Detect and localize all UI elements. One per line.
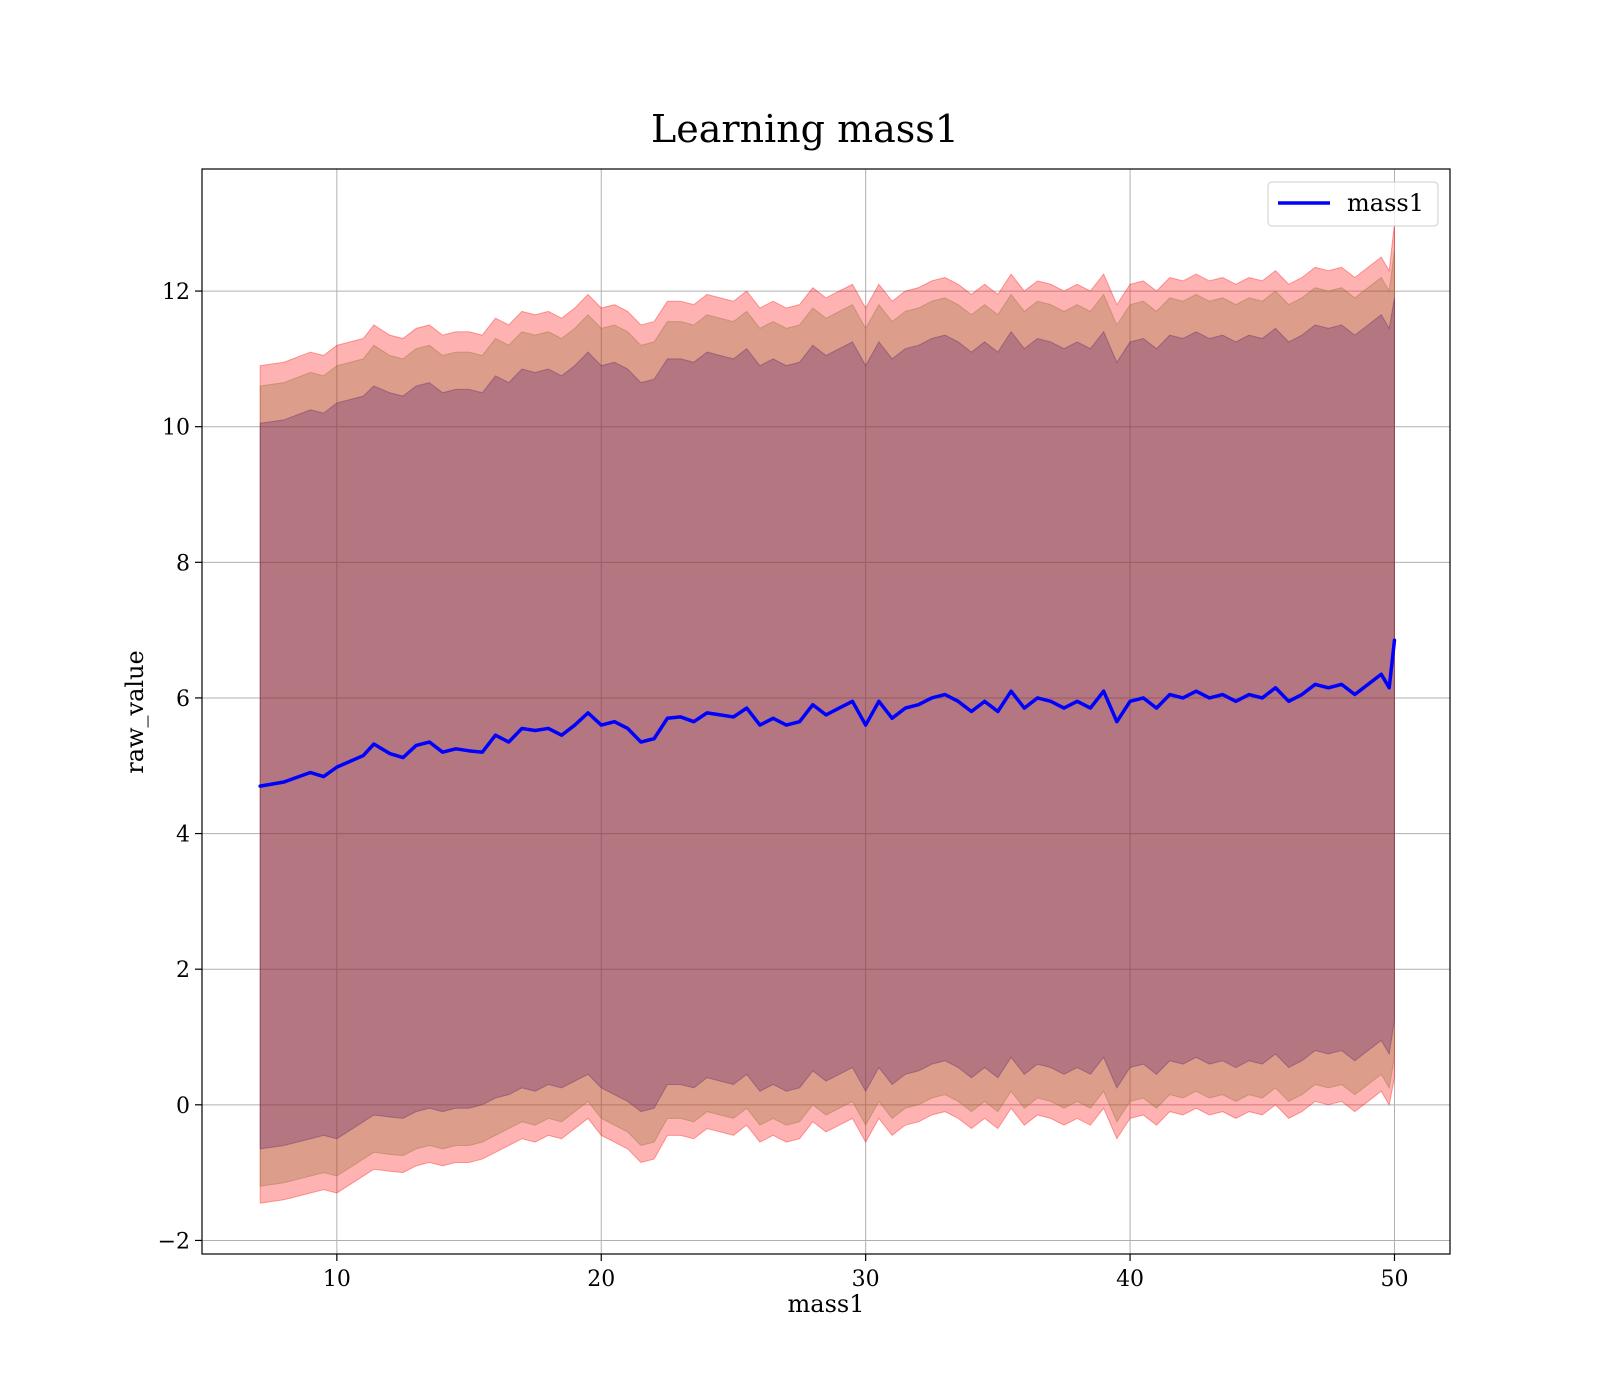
y-tick-label: 4 <box>176 823 190 848</box>
y-tick-label: 10 <box>162 416 190 441</box>
y-tick-label: 12 <box>162 280 190 305</box>
y-axis-label: raw_value <box>121 650 149 774</box>
series-line-mass1 <box>258 638 1397 788</box>
x-tick-label: 20 <box>587 1267 615 1292</box>
chart-title: Learning mass1 <box>651 107 959 151</box>
y-tick-label: 0 <box>176 1094 190 1119</box>
legend: mass1 <box>1267 181 1439 227</box>
x-axis-label: mass1 <box>788 1290 865 1318</box>
band-middle <box>259 250 1395 1187</box>
y-tick-label: 6 <box>176 687 190 712</box>
axis-ticks: 10 20 30 40 50 −2 0 2 4 6 8 10 12 <box>158 280 1409 1292</box>
y-tick-label: 8 <box>176 551 190 576</box>
series-line-layer <box>258 638 1397 788</box>
y-tick-label: 2 <box>176 958 190 983</box>
band-inner <box>259 297 1395 1150</box>
legend-box <box>1267 181 1439 227</box>
x-tick-label: 40 <box>1116 1267 1144 1292</box>
x-tick-label: 10 <box>323 1267 351 1292</box>
legend-label-mass1: mass1 <box>1347 189 1424 217</box>
plot-frame <box>201 168 1451 1255</box>
x-tick-label: 50 <box>1380 1267 1408 1292</box>
x-tick-label: 30 <box>852 1267 880 1292</box>
y-tick-label: −2 <box>158 1229 190 1254</box>
